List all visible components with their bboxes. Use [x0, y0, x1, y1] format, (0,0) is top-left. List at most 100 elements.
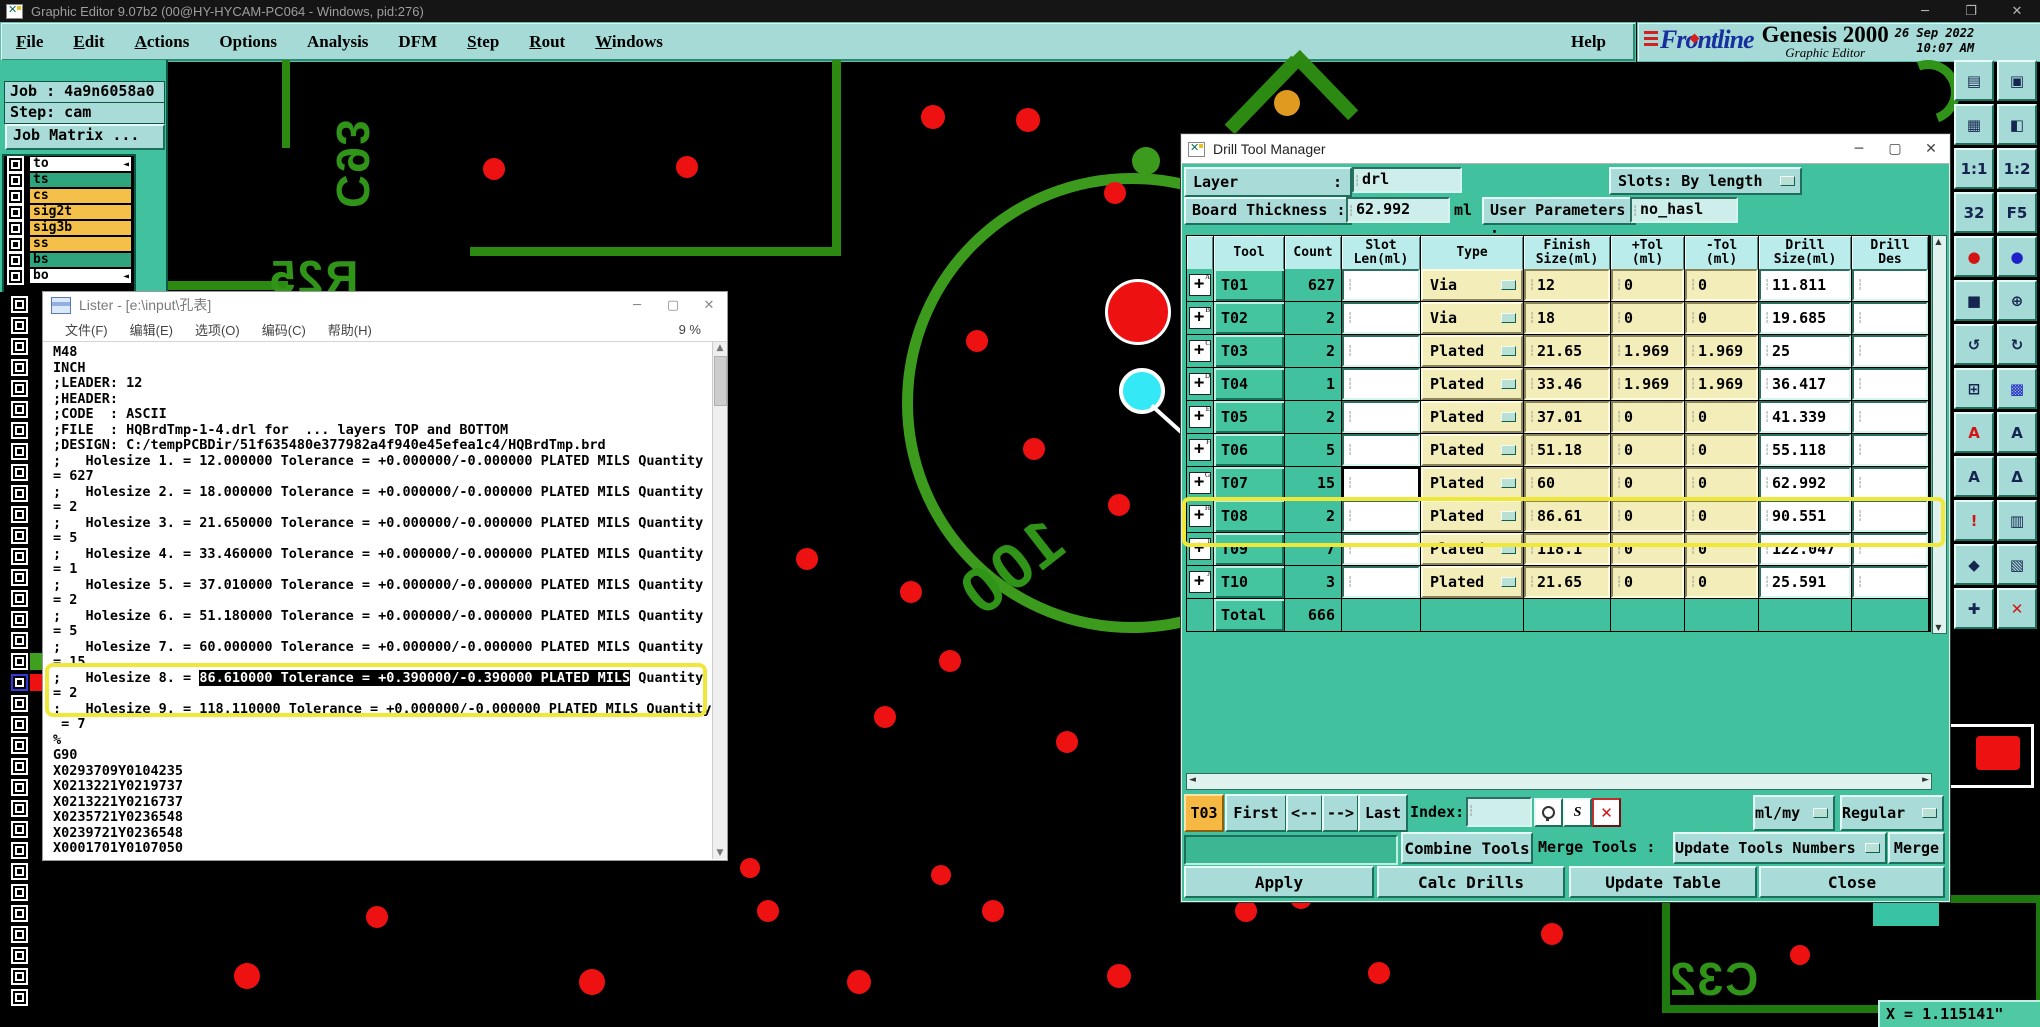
plus-icon[interactable]: ✚	[1954, 588, 1994, 629]
minus-tol-input[interactable]: 1.969	[1685, 368, 1758, 400]
plus-tol-input[interactable]: 0	[1611, 500, 1684, 532]
layer-name-bo[interactable]: bo ◄	[30, 269, 131, 283]
layer-name-cs[interactable]: cs	[30, 189, 131, 203]
plus-tol-input[interactable]: 0	[1611, 566, 1684, 598]
slot-length-input[interactable]	[1342, 467, 1420, 499]
drill-size-input[interactable]: 25	[1759, 335, 1851, 367]
lister-close-icon[interactable]: ✕	[703, 297, 715, 313]
rail-checkbox[interactable]	[11, 716, 28, 733]
tool-button[interactable]: T06	[1214, 434, 1284, 466]
rail-checkbox[interactable]	[11, 506, 28, 523]
rail-checkbox[interactable]	[11, 380, 28, 397]
lister-content[interactable]: M48 INCH ;LEADER: 12 ;HEADER: ;CODE : ASCII;…	[43, 342, 727, 859]
rail-checkbox[interactable]	[11, 359, 28, 376]
plus-tol-input[interactable]: 1.969	[1611, 335, 1684, 367]
calc-drills-button[interactable]: Calc Drills	[1377, 866, 1565, 898]
scroll-down-icon[interactable]: ▼	[1935, 623, 1942, 632]
prev-button[interactable]: <--	[1286, 794, 1323, 832]
minus-tol-input[interactable]: 0	[1685, 467, 1758, 499]
menu-file[interactable]: File	[16, 32, 44, 51]
layer-name-bs[interactable]: bs	[30, 253, 131, 267]
letter-a-outline-icon[interactable]: A	[1954, 456, 1994, 497]
type-dropdown[interactable]: Via	[1421, 302, 1523, 334]
triangle-icon[interactable]: Δ	[1997, 456, 2037, 497]
undo-icon[interactable]: ↺	[1954, 324, 1994, 365]
minus-tol-input[interactable]: 0	[1685, 401, 1758, 433]
slot-length-input[interactable]	[1342, 434, 1420, 466]
layer-checkbox[interactable]	[7, 235, 24, 253]
drill-des-input[interactable]	[1852, 467, 1928, 499]
rail-checkbox[interactable]	[11, 632, 28, 649]
menu-windows[interactable]: Windows	[595, 32, 663, 51]
type-dropdown[interactable]: Plated	[1421, 566, 1523, 598]
rail-checkbox[interactable]	[11, 296, 28, 313]
drill-size-input[interactable]: 11.811	[1759, 269, 1851, 301]
units-dropdown[interactable]: ml/my	[1753, 795, 1835, 831]
menu-analysis[interactable]: Analysis	[307, 32, 369, 51]
rail-checkbox[interactable]	[11, 590, 28, 607]
slot-length-input[interactable]	[1342, 401, 1420, 433]
scroll-left-icon[interactable]: ◄	[1189, 775, 1196, 785]
tool-button[interactable]: T04	[1214, 368, 1284, 400]
scroll-up-icon[interactable]: ▲	[1935, 237, 1942, 246]
tool-button[interactable]: T01	[1214, 269, 1284, 301]
rail-checkbox[interactable]	[11, 905, 28, 922]
type-dropdown[interactable]: Plated	[1421, 335, 1523, 367]
menu-help[interactable]: Help	[1571, 32, 1606, 51]
menu-actions[interactable]: Actions	[134, 32, 190, 51]
row-expander[interactable]: C	[1187, 335, 1213, 367]
rail-checkbox[interactable]	[11, 485, 28, 502]
menu-options[interactable]: Options	[219, 32, 277, 51]
lister-menu-item[interactable]: 选项(O)	[194, 323, 240, 338]
finish-size-input[interactable]: 37.01	[1524, 401, 1610, 433]
rail-checkbox[interactable]	[11, 443, 28, 460]
slots-dropdown[interactable]: Slots: By length	[1609, 167, 1802, 195]
layer-checkbox[interactable]	[7, 267, 24, 285]
scale-1-1-icon[interactable]: 1:1	[1954, 148, 1994, 189]
last-button[interactable]: Last	[1358, 794, 1408, 832]
rail-checkbox[interactable]	[11, 569, 28, 586]
rail-checkbox[interactable]	[11, 548, 28, 565]
scroll-right-icon[interactable]: ►	[1922, 775, 1929, 785]
layer-name-sig3b[interactable]: sig3b	[30, 221, 131, 235]
rail-checkbox[interactable]	[11, 674, 28, 691]
type-dropdown[interactable]: Plated	[1421, 434, 1523, 466]
slot-length-input[interactable]	[1342, 302, 1420, 334]
rail-checkbox[interactable]	[11, 926, 28, 943]
hatch-icon[interactable]: ▩	[1997, 368, 2037, 409]
plus-tol-input[interactable]: 1.969	[1611, 368, 1684, 400]
drill-des-input[interactable]	[1852, 434, 1928, 466]
plus-tol-input[interactable]: 0	[1611, 467, 1684, 499]
drill-size-input[interactable]: 19.685	[1759, 302, 1851, 334]
lister-menu-item[interactable]: 编辑(E)	[129, 323, 173, 338]
drill-size-input[interactable]: 41.339	[1759, 401, 1851, 433]
grid-icon[interactable]: ▦	[1954, 104, 1994, 145]
rail-checkbox[interactable]	[11, 338, 28, 355]
rail-checkbox[interactable]	[11, 695, 28, 712]
rail-checkbox[interactable]	[11, 800, 28, 817]
table-hscrollbar[interactable]: ◄ ►	[1186, 773, 1932, 790]
finish-size-input[interactable]: 21.65	[1524, 566, 1610, 598]
minus-tol-input[interactable]: 0	[1685, 434, 1758, 466]
drill-des-input[interactable]	[1852, 269, 1928, 301]
rail-checkbox[interactable]	[11, 968, 28, 985]
tool-button[interactable]: T05	[1214, 401, 1284, 433]
row-expander[interactable]: E	[1187, 401, 1213, 433]
combine-tools-button[interactable]: Combine Tools	[1401, 832, 1533, 864]
finish-size-input[interactable]: 60	[1524, 467, 1610, 499]
layer-name-ts[interactable]: ts	[30, 173, 131, 187]
finish-size-input[interactable]: 51.18	[1524, 434, 1610, 466]
rows-icon[interactable]: ▥	[1997, 500, 2037, 541]
scale-1-2-icon[interactable]: 1:2	[1997, 148, 2037, 189]
tool-button[interactable]: T03	[1214, 335, 1284, 367]
type-dropdown[interactable]: Via	[1421, 269, 1523, 301]
menu-step[interactable]: Step	[467, 32, 500, 51]
maximize-icon[interactable]: ❐	[1965, 3, 1977, 19]
slot-length-input[interactable]	[1342, 500, 1420, 532]
list-icon[interactable]: ▤	[1954, 60, 1994, 101]
drill-des-input[interactable]	[1852, 566, 1928, 598]
black-square-icon[interactable]: ■	[1954, 280, 1994, 321]
layer-checkbox[interactable]	[7, 187, 24, 205]
add-grid-icon[interactable]: ⊞	[1954, 368, 1994, 409]
lister-scrollbar[interactable]: ▲ ▼	[712, 342, 727, 859]
